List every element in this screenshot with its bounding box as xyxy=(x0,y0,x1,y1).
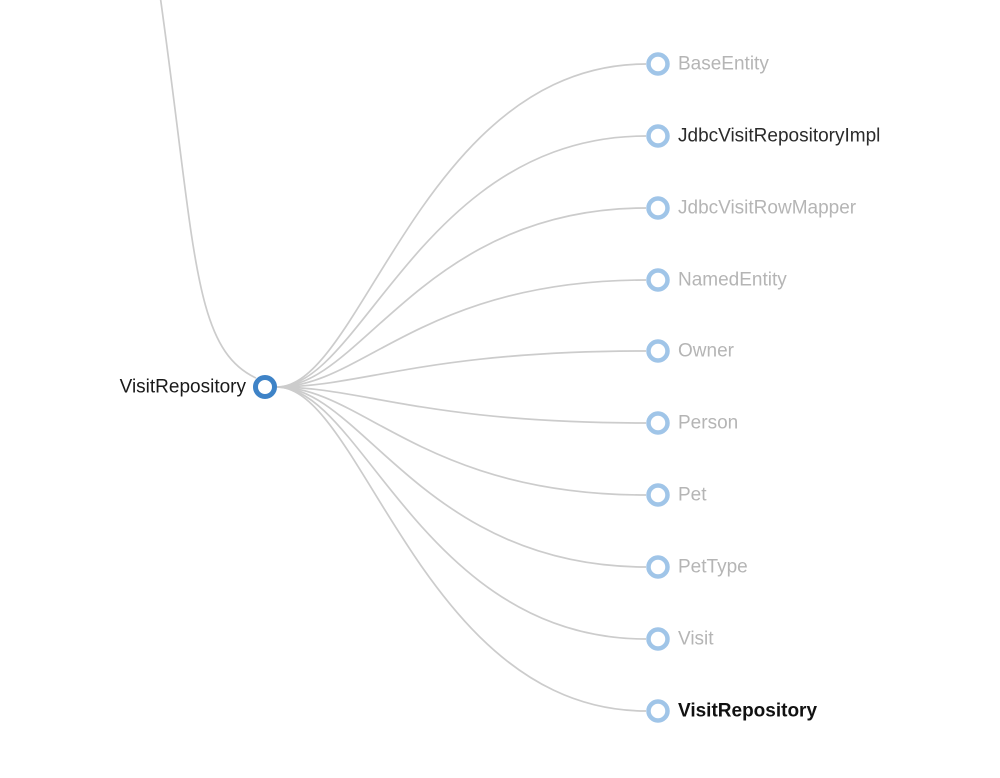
edge-to-jdbcvisitrepositoryimpl xyxy=(276,135,647,388)
center-node-label[interactable]: VisitRepository xyxy=(120,377,247,398)
edge-to-pet xyxy=(276,386,647,496)
graph-node-jdbcvisitrowmapper[interactable]: JdbcVisitRowMapper xyxy=(646,196,857,220)
node-circle-owner[interactable] xyxy=(646,339,670,363)
node-circle-visitrepository[interactable] xyxy=(646,699,670,723)
edge-to-baseentity xyxy=(276,63,647,388)
node-circle-jdbcvisitrowmapper[interactable] xyxy=(646,196,670,220)
nodes-layer: BaseEntity JdbcVisitRepositoryImpl JdbcVis… xyxy=(120,52,881,723)
node-circle-pettype[interactable] xyxy=(646,555,670,579)
graph-node-jdbcvisitrepositoryimpl[interactable]: JdbcVisitRepositoryImpl xyxy=(646,124,881,148)
graph-node-pettype[interactable]: PetType xyxy=(646,555,748,579)
graph-node-owner[interactable]: Owner xyxy=(646,339,735,363)
edges-layer xyxy=(159,0,647,712)
center-node-circle[interactable] xyxy=(253,375,277,399)
node-label-namedentity[interactable]: NamedEntity xyxy=(678,270,787,291)
node-label-owner[interactable]: Owner xyxy=(678,341,735,362)
graph-node-visitrepository[interactable]: VisitRepository xyxy=(646,699,818,723)
node-circle-pet[interactable] xyxy=(646,483,670,507)
edge-to-jdbcvisitrowmapper xyxy=(276,207,647,388)
node-circle-namedentity[interactable] xyxy=(646,268,670,292)
node-label-jdbcvisitrepositoryimpl[interactable]: JdbcVisitRepositoryImpl xyxy=(678,126,880,147)
incoming-edge xyxy=(159,0,257,379)
node-circle-person[interactable] xyxy=(646,411,670,435)
graph-node-visit[interactable]: Visit xyxy=(646,627,715,651)
edge-to-owner xyxy=(276,350,647,388)
node-label-pettype[interactable]: PetType xyxy=(678,557,748,578)
graph-node-pet[interactable]: Pet xyxy=(646,483,708,507)
node-label-baseentity[interactable]: BaseEntity xyxy=(678,54,769,75)
edge-to-visit xyxy=(276,386,647,640)
node-label-visitrepository[interactable]: VisitRepository xyxy=(678,701,817,722)
graph-node-namedentity[interactable]: NamedEntity xyxy=(646,268,788,292)
graph-node-baseentity[interactable]: BaseEntity xyxy=(646,52,770,76)
graph-node-person[interactable]: Person xyxy=(646,411,739,435)
graph-node-center-visitrepository[interactable]: VisitRepository xyxy=(120,375,277,399)
node-label-pet[interactable]: Pet xyxy=(678,485,707,506)
edge-to-pettype xyxy=(276,386,647,568)
edge-to-namedentity xyxy=(276,279,647,388)
edge-to-visitrepository xyxy=(276,386,647,712)
edge-to-person xyxy=(276,386,647,424)
node-label-person[interactable]: Person xyxy=(678,413,738,434)
node-label-visit[interactable]: Visit xyxy=(678,629,714,650)
node-circle-visit[interactable] xyxy=(646,627,670,651)
node-circle-baseentity[interactable] xyxy=(646,52,670,76)
node-label-jdbcvisitrowmapper[interactable]: JdbcVisitRowMapper xyxy=(678,198,857,219)
node-circle-jdbcvisitrepositoryimpl[interactable] xyxy=(646,124,670,148)
